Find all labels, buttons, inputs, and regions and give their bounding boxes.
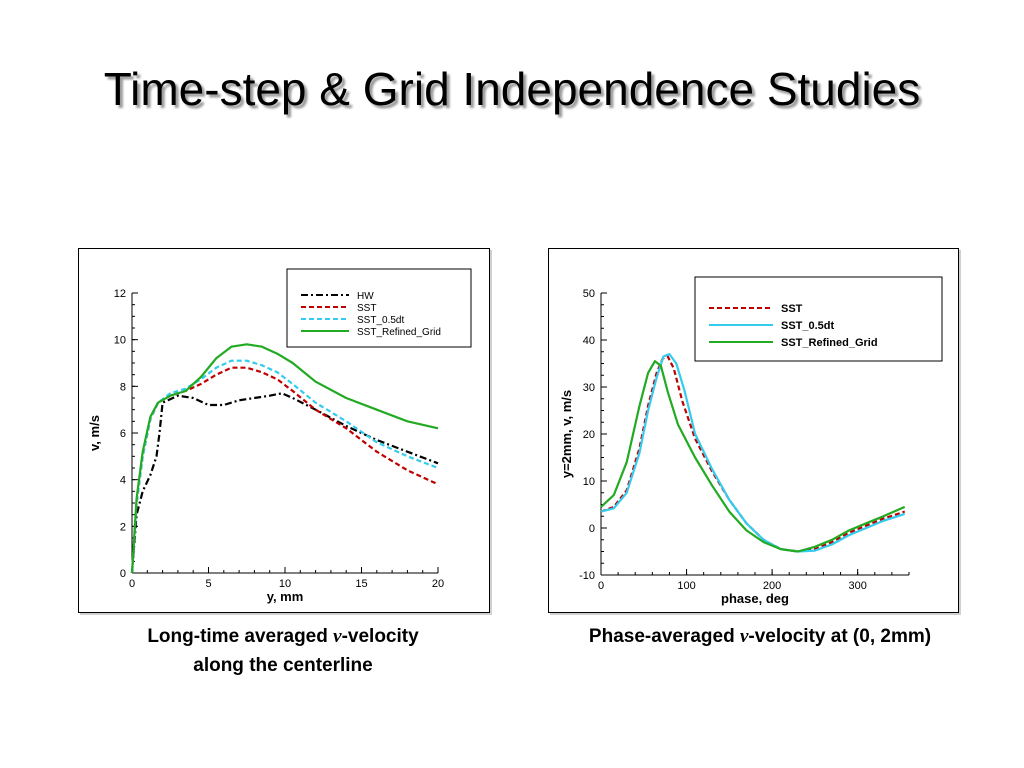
legend-label-sst: SST <box>357 303 376 314</box>
y-tick-label: 10 <box>583 476 595 488</box>
legend-label-sst-0-5dt: SST_0.5dt <box>781 320 835 332</box>
series-line-hw <box>130 392 439 574</box>
x-tick-label: 100 <box>677 580 695 592</box>
x-axis-label: phase, deg <box>721 591 789 606</box>
legend-label-hw: HW <box>357 291 374 302</box>
y-tick-label: 30 <box>583 382 595 394</box>
x-tick-label: 200 <box>763 580 781 592</box>
y-tick-label: 50 <box>583 288 595 300</box>
y-axis-label: v, m/s <box>87 415 102 451</box>
legend-label-sst-refined-grid: SST_Refined_Grid <box>357 327 441 338</box>
series-line-sst <box>600 355 906 553</box>
series-line-sst-refined-grid <box>600 360 906 553</box>
legend-box <box>694 276 943 362</box>
y-tick-label: 0 <box>589 523 595 535</box>
left-caption-prefix: Long-time averaged <box>147 626 334 647</box>
y-tick-label: 10 <box>114 335 126 347</box>
y-tick-label: 0 <box>120 568 126 580</box>
x-tick-label: 0 <box>598 580 604 592</box>
y-tick-label: 12 <box>114 288 126 300</box>
left-chart-panel: 0 5 10 15 20 0 2 4 6 8 10 12 y, mm v, m/s HW SST SST_0.… <box>78 248 490 613</box>
y-axis-label: y=2mm, v, m/s <box>559 390 574 478</box>
y-tick-label: 6 <box>120 428 126 440</box>
y-tick-label: 40 <box>583 335 595 347</box>
right-chart-caption: Phase-averaged v-velocity at (0, 2mm) <box>520 622 1000 651</box>
slide-title: Time-step & Grid Independence Studies <box>103 63 921 115</box>
y-tick-label: -10 <box>579 570 595 582</box>
legend-label-sst: SST <box>781 303 803 315</box>
x-tick-label: 0 <box>129 578 135 590</box>
x-tick-label: 15 <box>355 578 367 590</box>
left-caption-variable: v <box>333 626 342 647</box>
x-axis-label: y, mm <box>267 589 304 604</box>
y-tick-label: 2 <box>120 521 126 533</box>
legend-label-sst-refined-grid: SST_Refined_Grid <box>781 337 878 349</box>
y-tick-label: 4 <box>120 475 126 487</box>
left-caption-line1: Long-time averaged v-velocity <box>78 622 488 651</box>
x-tick-label: 10 <box>279 578 291 590</box>
x-tick-label: 300 <box>848 580 866 592</box>
legend-label-sst-0-5dt: SST_0.5dt <box>357 315 404 326</box>
right-caption-suffix: -velocity at (0, 2mm) <box>748 626 932 647</box>
right-chart-panel: 0 100 200 300 -10 0 10 20 30 40 50 phase, deg y=2mm,… <box>548 248 959 613</box>
left-plot-area: 0 5 10 15 20 0 2 4 6 8 10 12 y, mm v, m/s <box>87 288 444 604</box>
series-line-sst <box>130 366 439 574</box>
left-caption-suffix: -velocity <box>341 626 419 647</box>
series-line-sst-0-5dt <box>600 353 906 553</box>
x-tick-label: 20 <box>432 578 444 590</box>
left-chart-caption: Long-time averaged v-velocity along the … <box>78 622 488 680</box>
left-caption-line2: along the centerline <box>193 655 373 676</box>
y-tick-label: 8 <box>120 381 126 393</box>
right-chart-legend: SST SST_0.5dt SST_Refined_Grid <box>694 276 943 362</box>
left-chart: 0 5 10 15 20 0 2 4 6 8 10 12 y, mm v, m/s HWSSTSST_0.… <box>87 268 472 604</box>
x-tick-label: 5 <box>205 578 211 590</box>
y-tick-label: 20 <box>583 429 595 441</box>
right-caption-prefix: Phase-averaged <box>588 626 740 647</box>
series-line-sst-refined-grid <box>130 343 439 574</box>
right-caption-variable: v <box>739 626 749 647</box>
